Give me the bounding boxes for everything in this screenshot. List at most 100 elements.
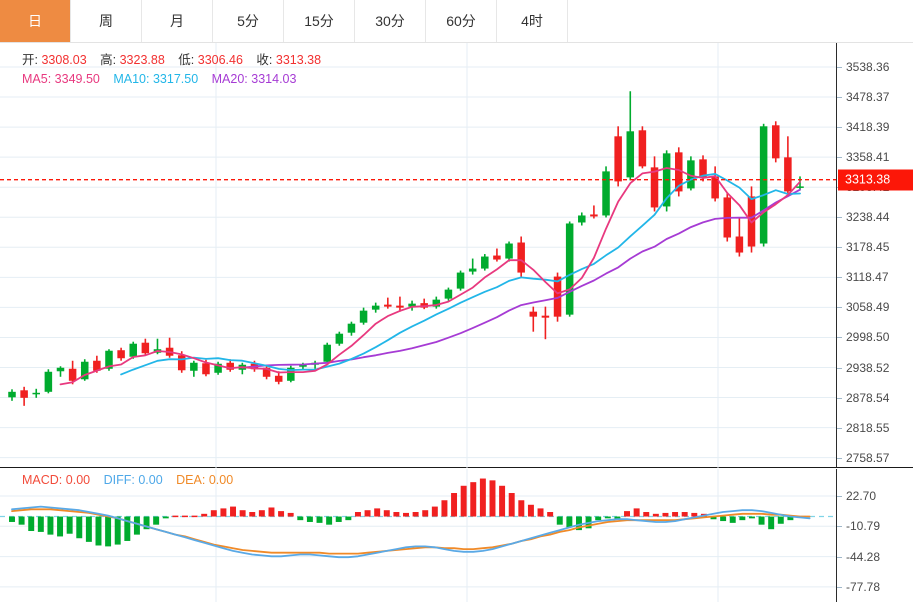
macd-axis-tick [837,556,842,558]
low-label: 低: [178,53,195,67]
macd-axis-label: 22.70 [846,489,877,503]
candle-body [481,256,489,269]
candle-body [335,333,344,344]
tab-60min[interactable]: 60分 [426,0,497,42]
macd-histogram-bar [105,516,112,547]
tabbar-filler [568,0,913,42]
macd-histogram-bar [287,512,294,517]
candlestick-plot[interactable] [0,43,913,468]
macd-histogram-bar [451,493,458,517]
macd-histogram-bar [37,516,44,532]
tab-day[interactable]: 日 [0,0,71,42]
candle-body [8,391,16,398]
macd-histogram-bar [335,516,342,522]
macd-pane: 22.70 -10.79 -44.28 -77.78 MACD: 0.00 DIFF:… [0,469,913,602]
macd-histogram-bar [297,516,304,521]
diff-label: DIFF: [103,473,135,487]
macd-histogram-bar [499,485,506,517]
candle-body [432,299,441,307]
ma20-value: 3314.03 [251,72,297,86]
timeframe-tabbar: 日 周 月 5分 15分 30分 60分 4时 [0,0,913,43]
open-label: 开: [22,53,38,67]
ma-line: MA5: 3349.50 MA10: 3317.50 MA20: 3314.03 [22,70,321,89]
macd-histogram-bar [758,516,765,525]
price-axis: 3538.363478.373418.393358.413298.423238.… [836,43,913,467]
dea-label: DEA: [176,473,206,487]
macd-histogram-bar [508,493,515,517]
macd-axis-tick [837,526,842,528]
candle-body [444,289,453,299]
price-axis-label: 3118.47 [846,270,889,285]
candle-body [299,364,307,367]
ma5-value: 3349.50 [54,72,100,86]
price-pane: 3538.363478.373418.393358.413298.423238.… [0,43,913,468]
macd-histogram-bar [201,513,208,517]
candle-body [93,360,101,371]
quote-legend: 开: 3308.03 高: 3323.88 低: 3306.46 收: 3313… [22,51,321,89]
macd-histogram-bar [162,516,169,519]
price-axis-label: 3418.39 [846,120,890,135]
macd-axis-tick [837,586,842,588]
tab-month[interactable]: 月 [142,0,213,42]
ma10-line [120,173,801,376]
macd-histogram-bar [124,516,131,541]
macd-histogram-bar [9,516,15,522]
macd-label: MACD: [22,473,63,487]
high-label: 高: [100,53,117,67]
macd-histogram-bar [614,516,621,520]
candle-body [505,243,513,259]
macd-histogram-bar [777,516,784,524]
candle-body [408,303,416,307]
candle-body [529,311,538,317]
tab-30min[interactable]: 30分 [355,0,426,42]
tab-5min[interactable]: 5分 [213,0,284,42]
price-axis-tick [837,277,842,279]
macd-histogram-bar [604,516,611,519]
macd-histogram-bar [720,516,727,522]
candle-body [699,159,707,178]
macd-histogram-bar [47,516,54,535]
macd-histogram-bar [316,516,323,523]
tab-15min[interactable]: 15分 [284,0,355,42]
dea-value: 0.00 [208,473,234,487]
macd-plot[interactable] [0,469,913,602]
macd-histogram-bar [364,510,371,517]
candle-body [32,392,41,395]
macd-histogram-bar [422,510,429,517]
tab-week[interactable]: 周 [71,0,142,42]
candle-body [602,171,610,216]
tab-label: 60分 [446,13,476,29]
macd-histogram-bar [489,480,496,517]
tab-4hour[interactable]: 4时 [497,0,568,42]
price-axis-tick [837,337,842,339]
macd-histogram-bar [306,516,313,522]
open-value: 3308.03 [41,53,87,67]
candle-body [287,367,295,381]
price-axis-tick [837,97,842,99]
ma5-line [59,167,801,386]
macd-histogram-bar [527,504,534,517]
macd-histogram-bar [326,516,333,525]
price-axis-tick [837,127,842,129]
candle-body [129,343,137,357]
macd-histogram-bar [662,512,669,517]
price-axis-label: 2878.54 [846,390,890,405]
price-axis-tick [837,307,842,309]
ma10-value: 3317.50 [152,72,199,86]
macd-histogram-bar [153,516,160,525]
candle-body [396,305,404,308]
macd-histogram-bar [66,516,73,534]
macd-histogram-bar [143,516,150,530]
candle-body [735,236,744,253]
candle-body [20,390,28,398]
macd-histogram-bar [729,516,736,523]
macd-axis: 22.70 -10.79 -44.28 -77.78 [836,469,913,602]
macd-histogram-bar [230,506,237,517]
macd-histogram-bar [691,512,698,517]
macd-axis-label: -44.28 [846,549,881,564]
price-axis-tick [837,247,842,249]
macd-histogram-bar [710,516,717,520]
macd-histogram-bar [403,512,409,517]
macd-histogram-bar [345,516,352,521]
macd-histogram-bar [518,500,525,517]
